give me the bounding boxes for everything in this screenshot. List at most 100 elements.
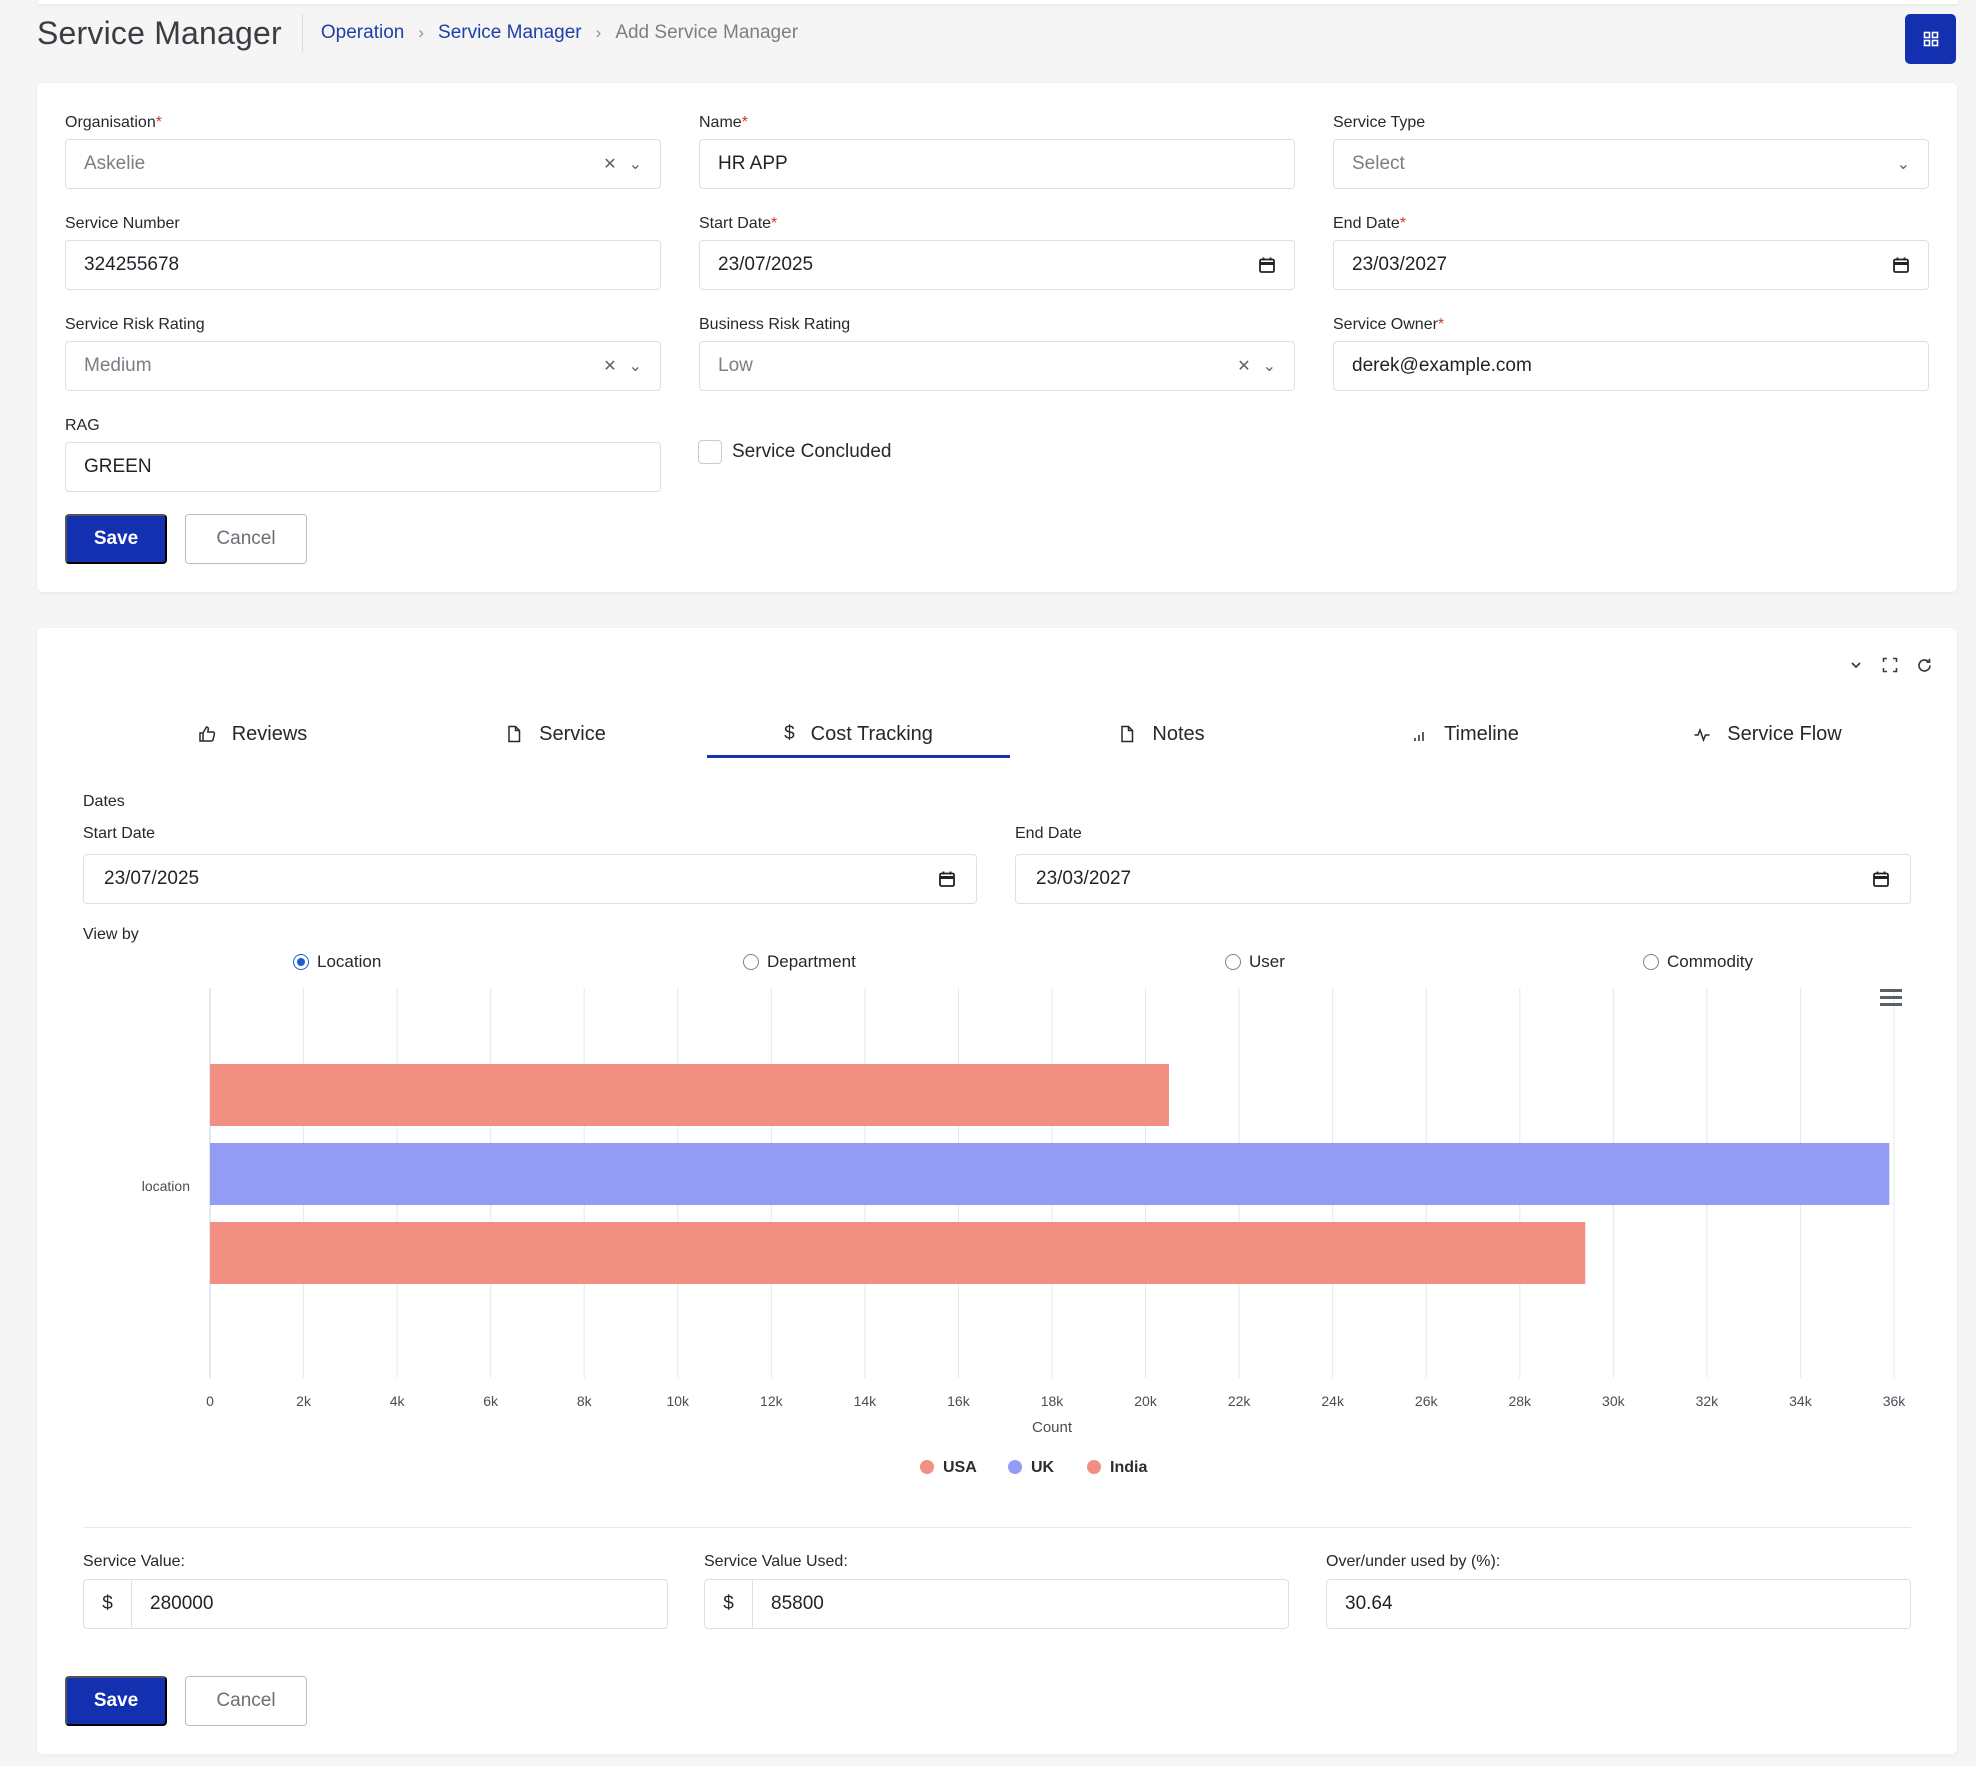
tab-notes[interactable]: Notes [1010, 716, 1313, 752]
tab-timeline-label: Timeline [1444, 722, 1519, 745]
organisation-value: Askelie [84, 153, 146, 174]
service-owner-field: Service Owner* derek@example.com [1333, 315, 1929, 391]
collapse-chevron-icon[interactable] [1847, 656, 1865, 674]
service-number-value: 324255678 [84, 254, 180, 275]
rag-input[interactable]: GREEN [65, 442, 661, 492]
service-risk-value: Medium [84, 355, 152, 376]
legend-marker-india [1087, 1460, 1101, 1474]
x-tick-label: 10k [666, 1393, 690, 1409]
end-date-label: End Date [1333, 215, 1400, 232]
legend-label-usa: USA [943, 1459, 977, 1476]
end-date-input[interactable]: 23/03/2027 [1333, 240, 1929, 290]
view-by-label: View by [83, 926, 139, 943]
service-concluded-checkbox[interactable] [698, 440, 722, 464]
x-tick-label: 12k [760, 1393, 784, 1409]
service-number-label: Service Number [65, 215, 180, 232]
tab-timeline[interactable]: Timeline [1313, 716, 1616, 752]
x-tick-label: 18k [1041, 1393, 1065, 1409]
bar-usa [210, 1064, 1169, 1126]
service-value-used-input[interactable]: $ 85800 [704, 1579, 1289, 1629]
x-tick-label: 26k [1415, 1393, 1439, 1409]
x-tick-label: 28k [1508, 1393, 1532, 1409]
cost-end-date-label: End Date [1015, 825, 1082, 842]
clear-icon[interactable]: ✕ [1237, 358, 1251, 375]
service-risk-label: Service Risk Rating [65, 316, 205, 333]
x-tick-label: 22k [1228, 1393, 1252, 1409]
x-tick-label: 34k [1789, 1393, 1813, 1409]
tab-cost-tracking[interactable]: $ Cost Tracking [707, 716, 1010, 758]
fullscreen-icon[interactable] [1881, 656, 1899, 674]
business-risk-select[interactable]: Low ✕ ⌄ [699, 341, 1295, 391]
calendar-icon[interactable] [938, 870, 956, 888]
view-by-department[interactable]: Department [743, 952, 856, 972]
apps-grid-button[interactable] [1905, 14, 1956, 64]
start-date-input[interactable]: 23/07/2025 [699, 240, 1295, 290]
service-number-field: Service Number 324255678 [65, 214, 661, 290]
card-tools [1847, 656, 1933, 674]
tab-service-flow[interactable]: Service Flow [1616, 716, 1919, 752]
cost-cancel-button[interactable]: Cancel [185, 1676, 307, 1726]
start-date-label: Start Date [699, 215, 772, 232]
dates-heading: Dates [83, 793, 125, 810]
chevron-down-icon[interactable]: ⌄ [1262, 358, 1276, 375]
over-under-input[interactable]: 30.64 [1326, 1579, 1911, 1629]
calendar-icon[interactable] [1892, 256, 1910, 274]
currency-addon: $ [84, 1580, 132, 1628]
required-marker: * [155, 114, 162, 131]
service-value-used-value: 85800 [771, 1593, 824, 1614]
x-tick-label: 30k [1602, 1393, 1626, 1409]
section-divider [83, 1527, 1911, 1528]
bar-india [210, 1222, 1586, 1284]
chevron-right-icon: › [418, 23, 425, 42]
chevron-down-icon[interactable]: ⌄ [1896, 156, 1910, 173]
view-by-location-label: Location [317, 952, 382, 971]
name-input[interactable]: HR APP [699, 139, 1295, 189]
document-icon [508, 725, 521, 743]
chevron-down-icon[interactable]: ⌄ [628, 156, 642, 173]
tab-service-label: Service [539, 722, 606, 745]
radio-unselected[interactable] [743, 954, 759, 970]
service-value-input[interactable]: $ 280000 [83, 1579, 668, 1629]
organisation-select[interactable]: Askelie ✕ ⌄ [65, 139, 661, 189]
end-date-field: End Date* 23/03/2027 [1333, 214, 1929, 290]
clear-icon[interactable]: ✕ [603, 358, 617, 375]
chart-menu-icon[interactable] [1880, 989, 1902, 1006]
tab-reviews[interactable]: Reviews [101, 716, 404, 752]
cost-end-date-input[interactable]: 23/03/2027 [1015, 854, 1911, 904]
cost-save-button[interactable]: Save [65, 1676, 167, 1726]
radio-unselected[interactable] [1225, 954, 1241, 970]
business-risk-label: Business Risk Rating [699, 316, 851, 333]
required-marker: * [1399, 215, 1406, 232]
service-risk-select[interactable]: Medium ✕ ⌄ [65, 341, 661, 391]
calendar-icon[interactable] [1872, 870, 1890, 888]
save-button[interactable]: Save [65, 514, 167, 564]
service-value-used-label: Service Value Used: [704, 1553, 848, 1570]
service-owner-input[interactable]: derek@example.com [1333, 341, 1929, 391]
service-type-select[interactable]: Select ⌄ [1333, 139, 1929, 189]
view-by-location[interactable]: Location [293, 952, 381, 972]
required-marker: * [741, 114, 748, 131]
tab-service[interactable]: Service [404, 716, 707, 752]
x-axis-title: Count [1032, 1419, 1073, 1436]
clear-icon[interactable]: ✕ [603, 156, 617, 173]
view-by-commodity[interactable]: Commodity [1643, 952, 1753, 972]
chevron-down-icon[interactable]: ⌄ [628, 358, 642, 375]
refresh-icon[interactable] [1915, 656, 1933, 674]
tab-notes-label: Notes [1152, 722, 1205, 745]
x-tick-label: 36k [1883, 1393, 1907, 1409]
page-title: Service Manager [37, 14, 282, 51]
x-tick-label: 32k [1696, 1393, 1720, 1409]
service-number-input[interactable]: 324255678 [65, 240, 661, 290]
x-tick-label: 8k [577, 1393, 593, 1409]
service-type-field: Service Type Select ⌄ [1333, 113, 1929, 189]
breadcrumb-service-manager[interactable]: Service Manager [438, 22, 582, 43]
cost-start-date-input[interactable]: 23/07/2025 [83, 854, 977, 904]
breadcrumb-operation[interactable]: Operation [320, 22, 405, 43]
radio-selected[interactable] [293, 954, 309, 970]
name-value: HR APP [718, 153, 788, 174]
view-by-user[interactable]: User [1225, 952, 1285, 972]
view-by-group: Location Department User Commodity [101, 952, 1921, 976]
calendar-icon[interactable] [1258, 256, 1276, 274]
radio-unselected[interactable] [1643, 954, 1659, 970]
cancel-button[interactable]: Cancel [185, 514, 307, 564]
